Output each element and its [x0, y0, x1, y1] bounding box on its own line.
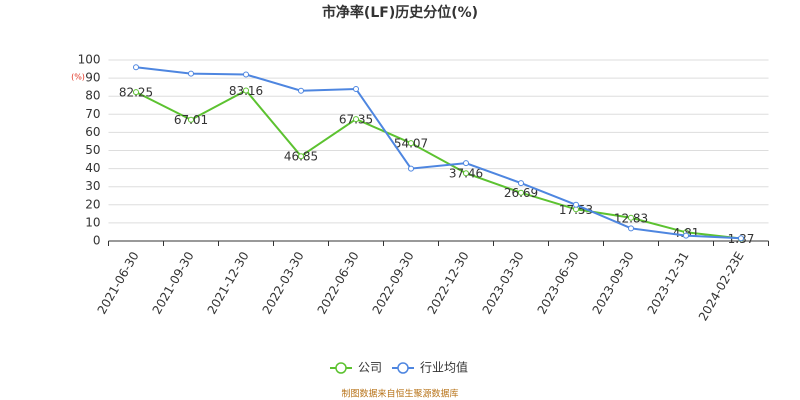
source-note: 制图数据来自恒生聚源数据库	[341, 388, 458, 400]
point	[408, 165, 414, 172]
legend-label: 行业均值	[420, 360, 468, 375]
legend-marker	[397, 362, 409, 374]
point	[518, 180, 524, 187]
x-tick-label: 2022-03-30	[260, 249, 307, 316]
x-tick-label: 2022-06-30	[315, 249, 362, 316]
point	[573, 201, 579, 208]
data-label: 26.69	[504, 186, 538, 200]
series-line	[135, 66, 742, 240]
point	[133, 64, 139, 71]
y-tick-label: 10	[85, 215, 100, 229]
y-tick-label: 90	[85, 71, 100, 85]
point	[408, 140, 414, 147]
point	[298, 87, 304, 94]
x-tick-label: 2022-12-30	[425, 249, 472, 316]
point	[683, 232, 689, 239]
x-tick-label: 2023-12-31	[645, 249, 692, 316]
y-tick-label: 0	[93, 234, 101, 248]
y-tick-label: 70	[85, 107, 100, 121]
point	[463, 160, 469, 167]
chart-title: 市净率(LF)历史分位(%)	[322, 4, 478, 21]
point	[188, 70, 194, 77]
point	[463, 170, 469, 177]
point	[353, 116, 359, 123]
point	[628, 214, 634, 221]
point	[738, 235, 744, 242]
point	[243, 87, 249, 94]
x-tick-label: 2022-09-30	[370, 249, 417, 316]
point	[298, 153, 304, 160]
point	[188, 116, 194, 123]
y-tick-label: 40	[85, 161, 100, 175]
series-line	[135, 89, 742, 240]
y-tick-label: 80	[85, 89, 100, 103]
x-tick-label: 2023-03-30	[480, 249, 527, 316]
legend-marker	[335, 362, 347, 374]
x-tick-label: 2021-06-30	[95, 249, 142, 316]
data-label: 67.01	[174, 113, 208, 127]
data-label: 67.35	[339, 113, 373, 127]
point	[133, 89, 139, 96]
y-tick-label: 60	[85, 125, 100, 139]
y-axis-label: (%)	[71, 73, 85, 82]
point	[243, 71, 249, 78]
x-tick-label: 2021-09-30	[150, 249, 197, 316]
x-tick-label: 2021-12-30	[205, 249, 252, 316]
data-label: 46.85	[284, 150, 318, 164]
x-tick-label: 2023-09-30	[590, 249, 637, 316]
data-label: 82.25	[119, 86, 153, 100]
data-label: 54.07	[394, 137, 428, 151]
data-label: 83.16	[229, 84, 263, 98]
x-tick-label: 2024-02-23E	[696, 249, 747, 323]
point	[628, 225, 634, 232]
y-tick-label: 20	[85, 197, 100, 211]
y-tick-label: 100	[78, 53, 101, 67]
point	[353, 85, 359, 92]
y-tick-label: 30	[85, 179, 100, 193]
y-tick-label: 50	[85, 143, 100, 157]
data-label: 37.46	[449, 167, 483, 181]
x-tick-label: 2023-06-30	[535, 249, 582, 316]
point	[518, 189, 524, 196]
legend-label: 公司	[358, 361, 382, 375]
data-label: 12.83	[614, 211, 648, 225]
data-label: 17.53	[559, 203, 593, 217]
